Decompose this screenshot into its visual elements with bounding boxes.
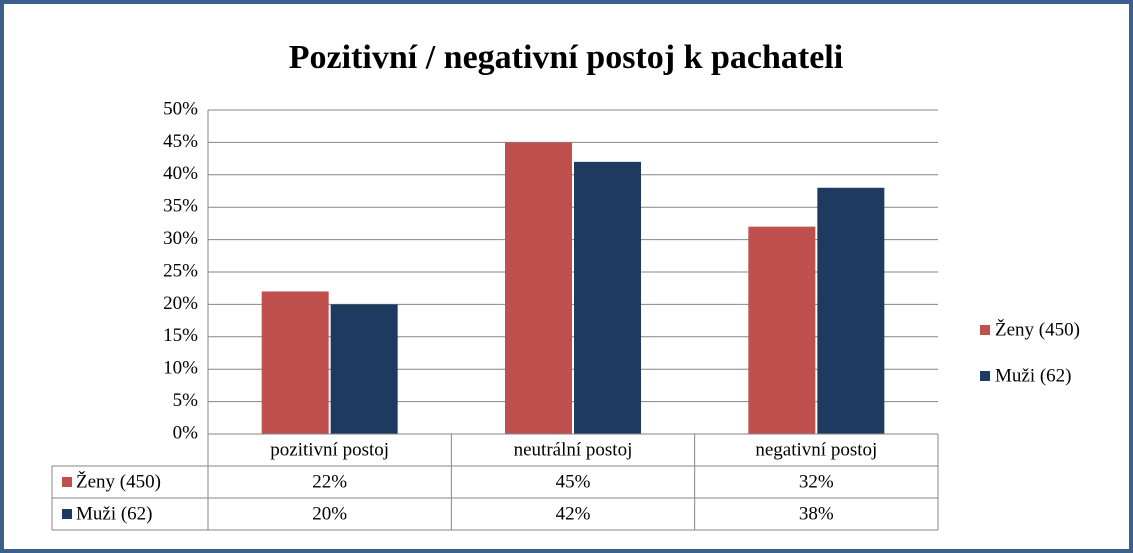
y-tick-label: 10% bbox=[163, 358, 198, 379]
table-series-name: Ženy (450) bbox=[76, 470, 161, 492]
y-tick-label: 0% bbox=[173, 422, 199, 443]
y-tick-label: 50% bbox=[163, 98, 198, 119]
table-value: 42% bbox=[556, 503, 591, 524]
y-tick-label: 20% bbox=[163, 293, 198, 314]
bar bbox=[748, 226, 816, 434]
legend-key bbox=[980, 325, 990, 335]
legend-label: Ženy (450) bbox=[995, 318, 1080, 340]
table-legend-key bbox=[62, 509, 72, 519]
y-tick-label: 45% bbox=[163, 131, 198, 152]
y-tick-label: 30% bbox=[163, 228, 198, 249]
chart-title: Pozitivní / negativní postoj k pachateli bbox=[289, 39, 843, 76]
y-tick-label: 15% bbox=[163, 325, 198, 346]
x-tick-label: neutrální postoj bbox=[514, 439, 633, 460]
table-series-name: Muži (62) bbox=[76, 503, 153, 524]
table-value: 32% bbox=[799, 471, 834, 492]
bar bbox=[505, 142, 572, 434]
table-value: 38% bbox=[799, 503, 834, 524]
y-tick-label: 40% bbox=[163, 163, 198, 184]
table-value: 45% bbox=[556, 471, 591, 492]
table-value: 20% bbox=[312, 503, 347, 524]
x-tick-label: negativní postoj bbox=[755, 439, 877, 460]
table-legend-key bbox=[62, 477, 72, 487]
x-tick-label: pozitivní postoj bbox=[270, 439, 389, 460]
y-tick-label: 25% bbox=[163, 260, 198, 281]
bar bbox=[261, 291, 329, 434]
y-tick-label: 35% bbox=[163, 196, 198, 217]
legend-key bbox=[980, 371, 990, 381]
bar bbox=[817, 187, 885, 434]
y-tick-label: 5% bbox=[173, 390, 199, 411]
bar bbox=[330, 304, 398, 434]
table-value: 22% bbox=[312, 471, 347, 492]
bar bbox=[574, 161, 641, 434]
legend-label: Muži (62) bbox=[995, 365, 1072, 386]
